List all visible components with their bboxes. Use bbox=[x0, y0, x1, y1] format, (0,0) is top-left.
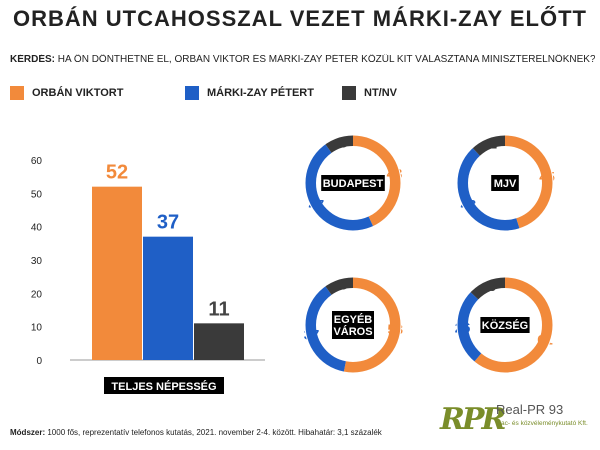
donut-center-label: BUDAPEST bbox=[323, 178, 384, 190]
footer: Módszer: 1000 fős, reprezentatív telefon… bbox=[10, 428, 382, 437]
donut-value-label: 10 bbox=[332, 135, 348, 151]
legend-label-markizay: MÁRKI-ZAY PÉTERT bbox=[207, 87, 314, 99]
donut-value-label: 43 bbox=[461, 197, 477, 213]
donut-value-label: 26 bbox=[455, 320, 471, 336]
y-tick-label: 20 bbox=[31, 289, 43, 300]
legend-label-ntnv: NT/NV bbox=[364, 87, 397, 99]
donut-slice bbox=[305, 135, 401, 231]
question-text: HA ÖN DÖNTHETNÉ EL, ORBÁN VIKTOR ÉS MÁRK… bbox=[57, 54, 595, 65]
donut-value-label: 10 bbox=[332, 277, 348, 293]
donut-outer-ring bbox=[456, 276, 554, 374]
donut-value-label: 53 bbox=[388, 321, 404, 337]
donut-slice bbox=[305, 277, 401, 373]
donut-center-label: KÖZSÉG bbox=[482, 319, 528, 332]
donut-center-label: MJV bbox=[494, 178, 517, 190]
y-tick-label: 50 bbox=[31, 189, 43, 200]
donut-center-label-box bbox=[332, 311, 374, 339]
rpr-logo-mark-icon: RPR bbox=[440, 402, 506, 437]
donut-outer-ring bbox=[304, 134, 402, 232]
category-label-box bbox=[104, 377, 224, 394]
footer-label: Módszer: bbox=[10, 428, 46, 437]
donut-center-label-box bbox=[491, 175, 519, 191]
y-tick-label: 30 bbox=[31, 256, 43, 267]
legend-item-markizay: MÁRKI-ZAY PÉTERT bbox=[185, 86, 314, 100]
donut-outer-ring bbox=[304, 276, 402, 374]
y-tick-label: 60 bbox=[31, 156, 43, 167]
donut-slice bbox=[457, 135, 553, 231]
real-pr-logo: RPR Real-PR 93 piac- és közvéleménykutat… bbox=[440, 400, 600, 438]
donut-value-label: 37 bbox=[304, 326, 320, 342]
bar-value-label: 52 bbox=[106, 162, 128, 184]
bar-1 bbox=[143, 236, 193, 360]
footer-text: 1000 fős, reprezentatív telefonos kutatá… bbox=[47, 428, 382, 437]
bar-0 bbox=[92, 186, 142, 360]
y-tick-label: 40 bbox=[31, 223, 43, 234]
legend-item-ntnv: NT/NV bbox=[342, 86, 397, 100]
donut-value-label: 47 bbox=[309, 197, 325, 213]
legend-swatch-orban bbox=[10, 86, 24, 100]
donut-value-label: 43 bbox=[387, 166, 403, 182]
question-label: KÉRDÉS: bbox=[10, 54, 56, 65]
legend-item-orban: ORBÁN VIKTORT bbox=[10, 86, 123, 100]
bar-value-label: 37 bbox=[157, 212, 179, 234]
donut-center-label: EGYÉB bbox=[334, 313, 373, 326]
donut-slice bbox=[305, 135, 401, 231]
logo-name: Real-PR 93 bbox=[496, 402, 564, 417]
chart-title: ORBÁN UTCAHOSSZAL VEZET MÁRKI-ZAY ELŐTT bbox=[13, 6, 587, 31]
legend-swatch-ntnv bbox=[342, 86, 356, 100]
bar-value-label: 11 bbox=[208, 298, 229, 320]
donut-slice bbox=[305, 277, 401, 373]
bar-2 bbox=[194, 323, 244, 360]
donut-slice bbox=[457, 135, 553, 231]
donut-slice bbox=[457, 277, 553, 373]
logo-subtitle: piac- és közvéleménykutató Kft. bbox=[496, 420, 588, 427]
donut-outer-ring bbox=[456, 134, 554, 232]
donut-value-label: 45 bbox=[539, 168, 555, 184]
question-line: KÉRDÉS: HA ÖN DÖNTHETNÉ EL, ORBÁN VIKTOR… bbox=[10, 54, 595, 65]
legend-label-orban: ORBÁN VIKTORT bbox=[32, 87, 124, 99]
donut-slice bbox=[457, 277, 553, 373]
donut-center-label-box bbox=[321, 175, 385, 191]
category-label: TELJES NÉPESSÉG bbox=[111, 380, 216, 393]
donut-center-label-box bbox=[480, 317, 530, 333]
y-tick-label: 0 bbox=[36, 356, 42, 367]
y-tick-label: 10 bbox=[31, 323, 43, 334]
donut-center-label: VÁROS bbox=[333, 325, 372, 338]
legend-swatch-markizay bbox=[185, 86, 199, 100]
